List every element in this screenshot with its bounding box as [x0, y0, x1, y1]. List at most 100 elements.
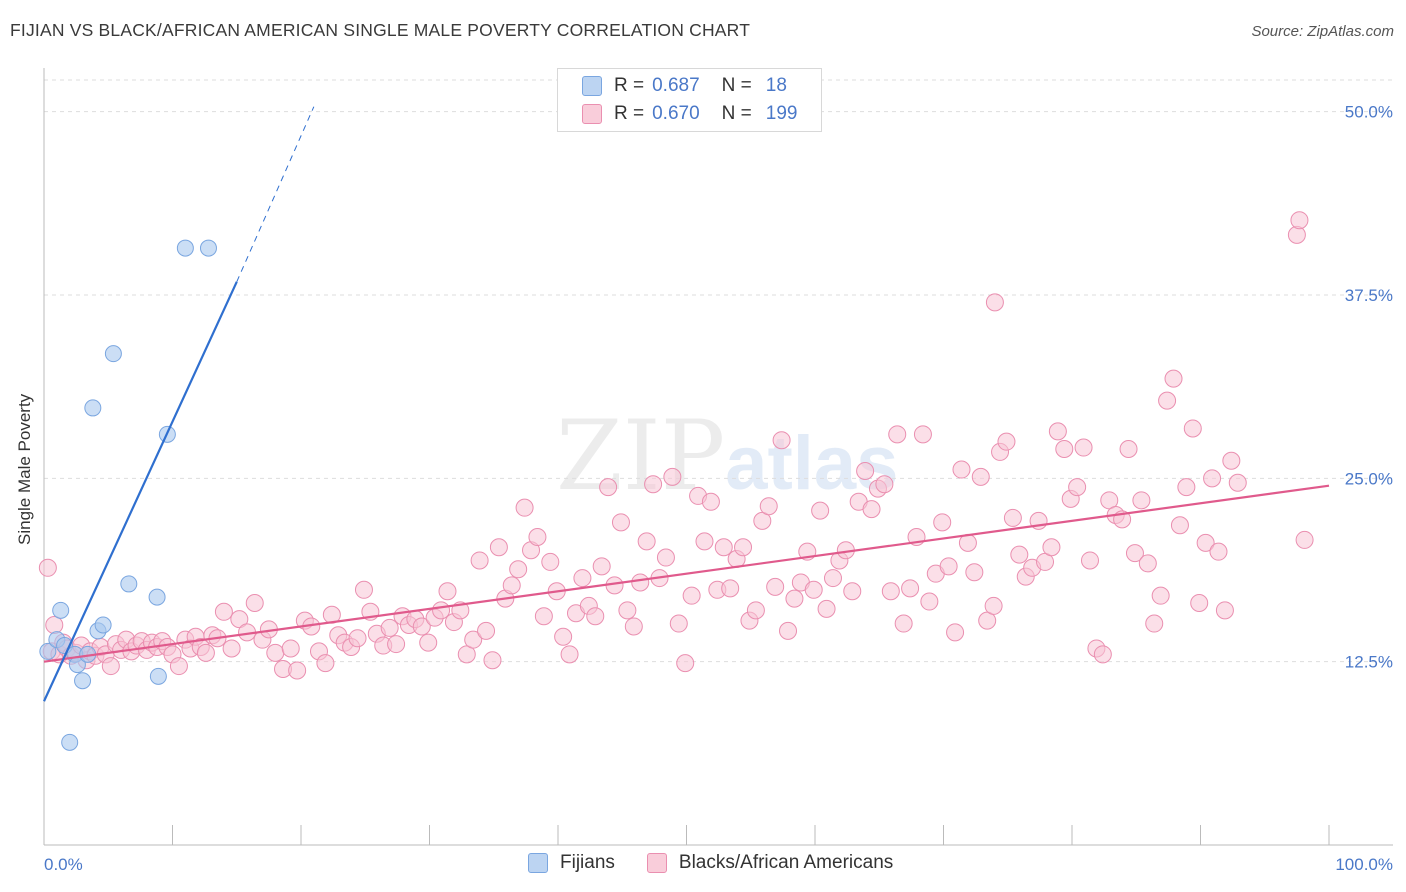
point-fijians	[176, 239, 194, 257]
point-blacks	[875, 475, 894, 494]
point-blacks	[939, 557, 958, 576]
point-blacks	[1055, 440, 1074, 458]
point-blacks	[438, 582, 457, 601]
point-fijians	[104, 345, 122, 363]
legend-n-label: N =	[721, 75, 752, 96]
series-legend: Fijians Blacks/African Americans	[528, 852, 925, 874]
y-tick-label: 12.5%	[1345, 653, 1393, 672]
point-blacks	[746, 601, 765, 620]
point-blacks	[785, 589, 804, 608]
chart-title: FIJIAN VS BLACK/AFRICAN AMERICAN SINGLE …	[10, 20, 751, 40]
point-blacks	[266, 643, 285, 662]
point-fijians	[148, 588, 166, 606]
point-blacks	[1151, 586, 1170, 605]
legend-r-label: R =	[614, 103, 645, 124]
point-blacks	[196, 643, 215, 662]
legend-swatch-blacks	[646, 853, 667, 873]
point-blacks	[245, 594, 264, 612]
point-blacks	[509, 560, 528, 579]
point-blacks	[772, 431, 791, 450]
legend-r-value: 0.670	[652, 103, 700, 124]
point-blacks	[644, 475, 663, 494]
point-blacks	[502, 576, 521, 595]
point-blacks	[592, 557, 611, 576]
legend-row-fijians: R = 0.687 N = 18	[582, 74, 787, 98]
point-blacks	[288, 661, 307, 680]
point-fijians	[39, 642, 57, 660]
point-blacks	[281, 639, 300, 658]
point-blacks	[1068, 478, 1087, 497]
point-blacks	[701, 492, 720, 511]
y-axis-label: Single Male Poverty	[15, 393, 34, 545]
point-blacks	[843, 582, 862, 601]
point-blacks	[1119, 440, 1138, 458]
point-blacks	[920, 592, 939, 611]
point-blacks	[766, 577, 785, 596]
point-blacks	[1203, 469, 1222, 488]
point-blacks	[817, 599, 836, 618]
point-fijians	[94, 616, 112, 634]
point-blacks	[483, 651, 502, 670]
point-blacks	[489, 538, 508, 557]
point-blacks	[101, 657, 120, 676]
point-blacks	[380, 618, 399, 637]
point-blacks	[477, 621, 496, 640]
point-blacks	[1132, 491, 1151, 510]
point-blacks	[1042, 538, 1061, 557]
y-tick-label: 25.0%	[1345, 469, 1393, 488]
point-blacks	[586, 607, 605, 626]
point-blacks	[1295, 530, 1314, 549]
point-blacks	[811, 501, 830, 520]
legend-item-fijians[interactable]: Fijians	[528, 852, 615, 874]
legend-swatch-fijians	[528, 853, 548, 873]
point-blacks	[1093, 645, 1112, 664]
legend-label-fijians: Fijians	[560, 852, 615, 873]
trend-line-blacks	[43, 484, 1330, 663]
point-blacks	[1010, 545, 1029, 564]
legend-n-label: N =	[721, 103, 752, 124]
x-tick-label: 0.0%	[44, 855, 83, 874]
point-fijians	[149, 667, 167, 685]
point-blacks	[470, 551, 489, 570]
point-blacks	[573, 569, 592, 588]
point-blacks	[862, 500, 881, 519]
point-blacks	[38, 558, 57, 577]
point-blacks	[669, 614, 688, 633]
point-blacks	[656, 548, 675, 567]
point-blacks	[682, 586, 701, 605]
point-blacks	[1048, 422, 1067, 441]
point-blacks	[1158, 391, 1177, 410]
point-blacks	[1228, 473, 1247, 492]
point-blacks	[214, 602, 233, 621]
point-blacks	[348, 629, 367, 648]
point-blacks	[695, 532, 714, 551]
point-blacks	[823, 569, 842, 588]
point-blacks	[663, 467, 682, 486]
point-blacks	[804, 580, 823, 599]
point-blacks	[169, 657, 188, 676]
point-blacks	[534, 607, 553, 626]
point-blacks	[779, 621, 798, 640]
point-blacks	[901, 579, 920, 598]
legend-n-value: 18	[765, 75, 787, 96]
legend-item-blacks[interactable]: Blacks/African Americans	[646, 852, 893, 874]
point-blacks	[759, 497, 778, 516]
point-blacks	[714, 538, 733, 557]
point-blacks	[1209, 542, 1228, 561]
point-blacks	[1080, 551, 1099, 570]
point-blacks	[971, 467, 990, 486]
point-blacks	[528, 528, 547, 546]
legend-r-value: 0.687	[652, 75, 700, 96]
point-blacks	[515, 498, 534, 517]
point-blacks	[1290, 211, 1309, 230]
point-blacks	[676, 654, 695, 673]
y-tick-label: 37.5%	[1345, 286, 1393, 305]
y-tick-label: 50.0%	[1345, 103, 1393, 122]
legend-swatch-fijians	[582, 76, 602, 96]
point-blacks	[1138, 554, 1157, 573]
point-blacks	[1215, 601, 1234, 620]
point-blacks	[1196, 533, 1215, 552]
point-blacks	[1183, 419, 1202, 438]
legend-swatch-blacks	[582, 104, 602, 124]
trend-extension-fijians	[236, 106, 315, 283]
